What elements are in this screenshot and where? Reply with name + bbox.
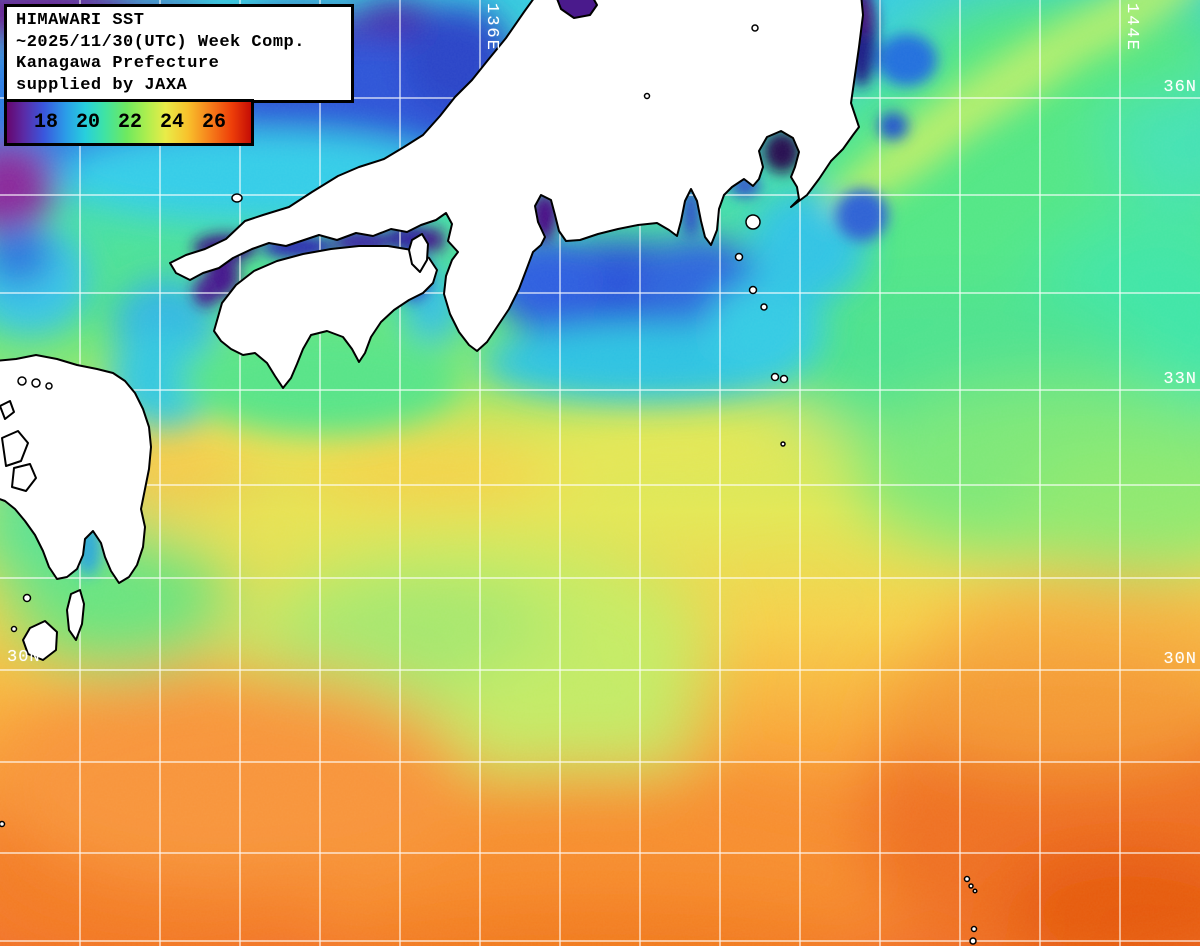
map-title-line-region: Kanagawa Prefecture	[16, 54, 220, 73]
map-title-line-product: HIMAWARI SST	[16, 11, 145, 30]
amakusa-islands	[0, 400, 37, 492]
map-title-box: HIMAWARI SST ~2025/11/30(UTC) Week Comp.…	[4, 4, 354, 103]
map-title-line-date: ~2025/11/30(UTC) Week Comp.	[16, 32, 305, 52]
longitude-label-144e: 144E	[1122, 3, 1141, 52]
shikoku-island	[213, 245, 438, 389]
latitude-label-36n-right: 36N	[1163, 78, 1197, 97]
longitude-label-136e: 136E	[482, 3, 501, 52]
awaji-island	[408, 233, 429, 273]
latitude-label-30n-right: 30N	[1163, 650, 1197, 669]
yakushima-island	[22, 620, 58, 661]
colorbar-tick-26: 26	[201, 111, 226, 134]
lake-biwa	[556, 0, 598, 19]
colorbar-tick-18: 18	[33, 111, 58, 134]
latitude-label-30n-left: 30N	[7, 648, 41, 667]
temperature-colorbar: 18 20 22 24 26	[4, 99, 254, 146]
latitude-label-33n-right: 33N	[1163, 370, 1197, 389]
small-islands	[0, 24, 978, 945]
tanegashima-island	[66, 589, 85, 641]
kyushu-island	[0, 354, 152, 584]
honshu-landmass	[169, 0, 864, 352]
map-title-line-supplier: supplied by JAXA	[16, 75, 188, 95]
colorbar-tick-22: 22	[117, 111, 142, 134]
colorbar-tick-20: 20	[75, 111, 100, 134]
colorbar-tick-24: 24	[159, 111, 184, 134]
land-layer	[0, 0, 978, 945]
